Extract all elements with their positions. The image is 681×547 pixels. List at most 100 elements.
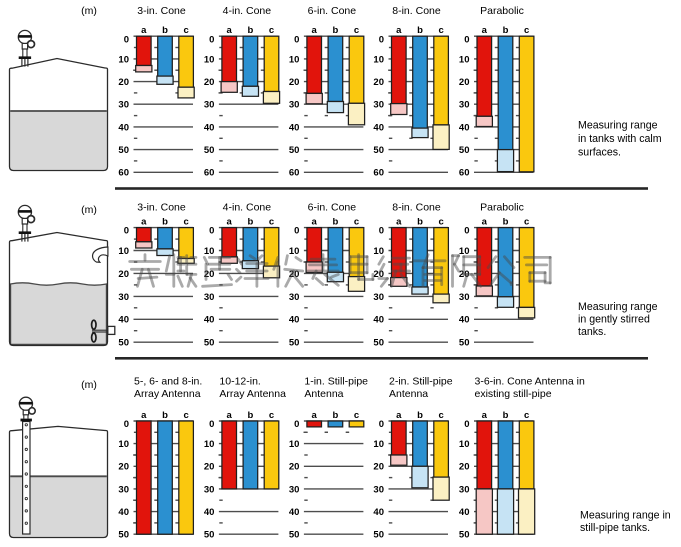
svg-text:0: 0 — [124, 419, 129, 430]
svg-text:c: c — [183, 410, 188, 421]
svg-text:a: a — [396, 410, 402, 421]
svg-text:a: a — [141, 410, 147, 421]
svg-text:10: 10 — [373, 246, 384, 257]
svg-text:a: a — [396, 25, 402, 36]
svg-text:in tanks with calm: in tanks with calm — [578, 133, 662, 145]
svg-text:40: 40 — [204, 122, 215, 133]
svg-text:c: c — [183, 25, 188, 36]
svg-text:40: 40 — [204, 507, 215, 518]
svg-text:10: 10 — [289, 54, 300, 65]
svg-text:30: 30 — [289, 100, 300, 111]
svg-text:3-6-in. Cone Antenna in: 3-6-in. Cone Antenna in — [475, 376, 585, 388]
svg-text:10: 10 — [118, 246, 129, 257]
svg-text:b: b — [417, 216, 423, 227]
svg-text:0: 0 — [464, 226, 469, 237]
svg-text:b: b — [247, 410, 253, 421]
svg-text:20: 20 — [289, 269, 300, 280]
svg-text:30: 30 — [373, 292, 384, 303]
svg-text:20: 20 — [459, 462, 470, 473]
svg-text:10: 10 — [373, 54, 384, 65]
svg-text:b: b — [162, 410, 168, 421]
svg-text:40: 40 — [118, 315, 129, 326]
svg-text:b: b — [503, 410, 509, 421]
svg-text:c: c — [269, 410, 274, 421]
svg-text:(m): (m) — [81, 204, 97, 216]
svg-text:b: b — [247, 25, 253, 36]
svg-text:c: c — [524, 216, 529, 227]
svg-text:Parabolic: Parabolic — [480, 5, 524, 17]
svg-text:0: 0 — [464, 34, 469, 45]
svg-text:Antenna: Antenna — [304, 388, 343, 400]
svg-text:b: b — [503, 216, 509, 227]
svg-text:10: 10 — [459, 246, 470, 257]
svg-text:50: 50 — [459, 145, 470, 156]
svg-text:40: 40 — [204, 315, 215, 326]
svg-text:existing still-pipe: existing still-pipe — [475, 388, 552, 400]
svg-text:30: 30 — [289, 484, 300, 495]
svg-text:0: 0 — [124, 34, 129, 45]
svg-text:in gently stirred: in gently stirred — [578, 314, 650, 326]
svg-text:20: 20 — [373, 269, 384, 280]
svg-text:50: 50 — [118, 338, 129, 349]
svg-text:40: 40 — [289, 315, 300, 326]
svg-text:10: 10 — [459, 54, 470, 65]
svg-text:b: b — [332, 216, 338, 227]
svg-text:a: a — [227, 410, 233, 421]
svg-text:10: 10 — [289, 246, 300, 257]
svg-text:10: 10 — [118, 54, 129, 65]
svg-text:30: 30 — [118, 100, 129, 111]
svg-text:Measuring range: Measuring range — [578, 120, 658, 132]
svg-text:10: 10 — [459, 439, 470, 450]
svg-text:10: 10 — [204, 54, 215, 65]
svg-text:40: 40 — [118, 122, 129, 133]
svg-text:a: a — [312, 25, 318, 36]
svg-text:50: 50 — [118, 530, 129, 541]
svg-text:50: 50 — [204, 145, 215, 156]
svg-text:c: c — [438, 216, 443, 227]
svg-text:still-pipe tanks.: still-pipe tanks. — [580, 522, 650, 534]
svg-text:20: 20 — [204, 462, 215, 473]
svg-text:b: b — [332, 410, 338, 421]
svg-text:40: 40 — [459, 122, 470, 133]
svg-text:30: 30 — [204, 100, 215, 111]
svg-text:10: 10 — [118, 439, 129, 450]
svg-text:20: 20 — [373, 77, 384, 88]
svg-text:0: 0 — [209, 419, 214, 430]
svg-text:20: 20 — [118, 462, 129, 473]
svg-text:30: 30 — [118, 484, 129, 495]
svg-text:c: c — [269, 216, 274, 227]
svg-text:3-in. Cone: 3-in. Cone — [137, 5, 186, 17]
svg-text:b: b — [247, 216, 253, 227]
svg-text:8-in. Cone: 8-in. Cone — [392, 5, 441, 17]
svg-text:a: a — [396, 216, 402, 227]
svg-text:Array Antenna: Array Antenna — [134, 388, 201, 400]
svg-text:b: b — [417, 25, 423, 36]
svg-text:20: 20 — [373, 462, 384, 473]
svg-text:50: 50 — [373, 530, 384, 541]
svg-text:10: 10 — [289, 439, 300, 450]
svg-text:30: 30 — [459, 484, 470, 495]
svg-text:20: 20 — [289, 77, 300, 88]
svg-text:40: 40 — [459, 315, 470, 326]
svg-text:c: c — [354, 410, 359, 421]
svg-text:0: 0 — [294, 226, 299, 237]
svg-text:surfaces.: surfaces. — [578, 146, 621, 158]
svg-text:20: 20 — [289, 462, 300, 473]
svg-text:a: a — [312, 410, 318, 421]
svg-text:50: 50 — [289, 338, 300, 349]
svg-text:c: c — [438, 25, 443, 36]
svg-text:10: 10 — [204, 246, 215, 257]
svg-text:40: 40 — [289, 507, 300, 518]
svg-text:a: a — [227, 216, 233, 227]
svg-text:a: a — [141, 216, 147, 227]
svg-text:6-in. Cone: 6-in. Cone — [308, 202, 357, 214]
svg-text:a: a — [312, 216, 318, 227]
svg-text:30: 30 — [459, 292, 470, 303]
svg-text:50: 50 — [118, 145, 129, 156]
svg-text:Measuring range in: Measuring range in — [580, 510, 671, 522]
svg-text:40: 40 — [118, 507, 129, 518]
svg-text:10: 10 — [373, 439, 384, 450]
svg-text:Antenna: Antenna — [389, 388, 428, 400]
svg-text:4-in. Cone: 4-in. Cone — [223, 202, 272, 214]
svg-text:40: 40 — [373, 315, 384, 326]
